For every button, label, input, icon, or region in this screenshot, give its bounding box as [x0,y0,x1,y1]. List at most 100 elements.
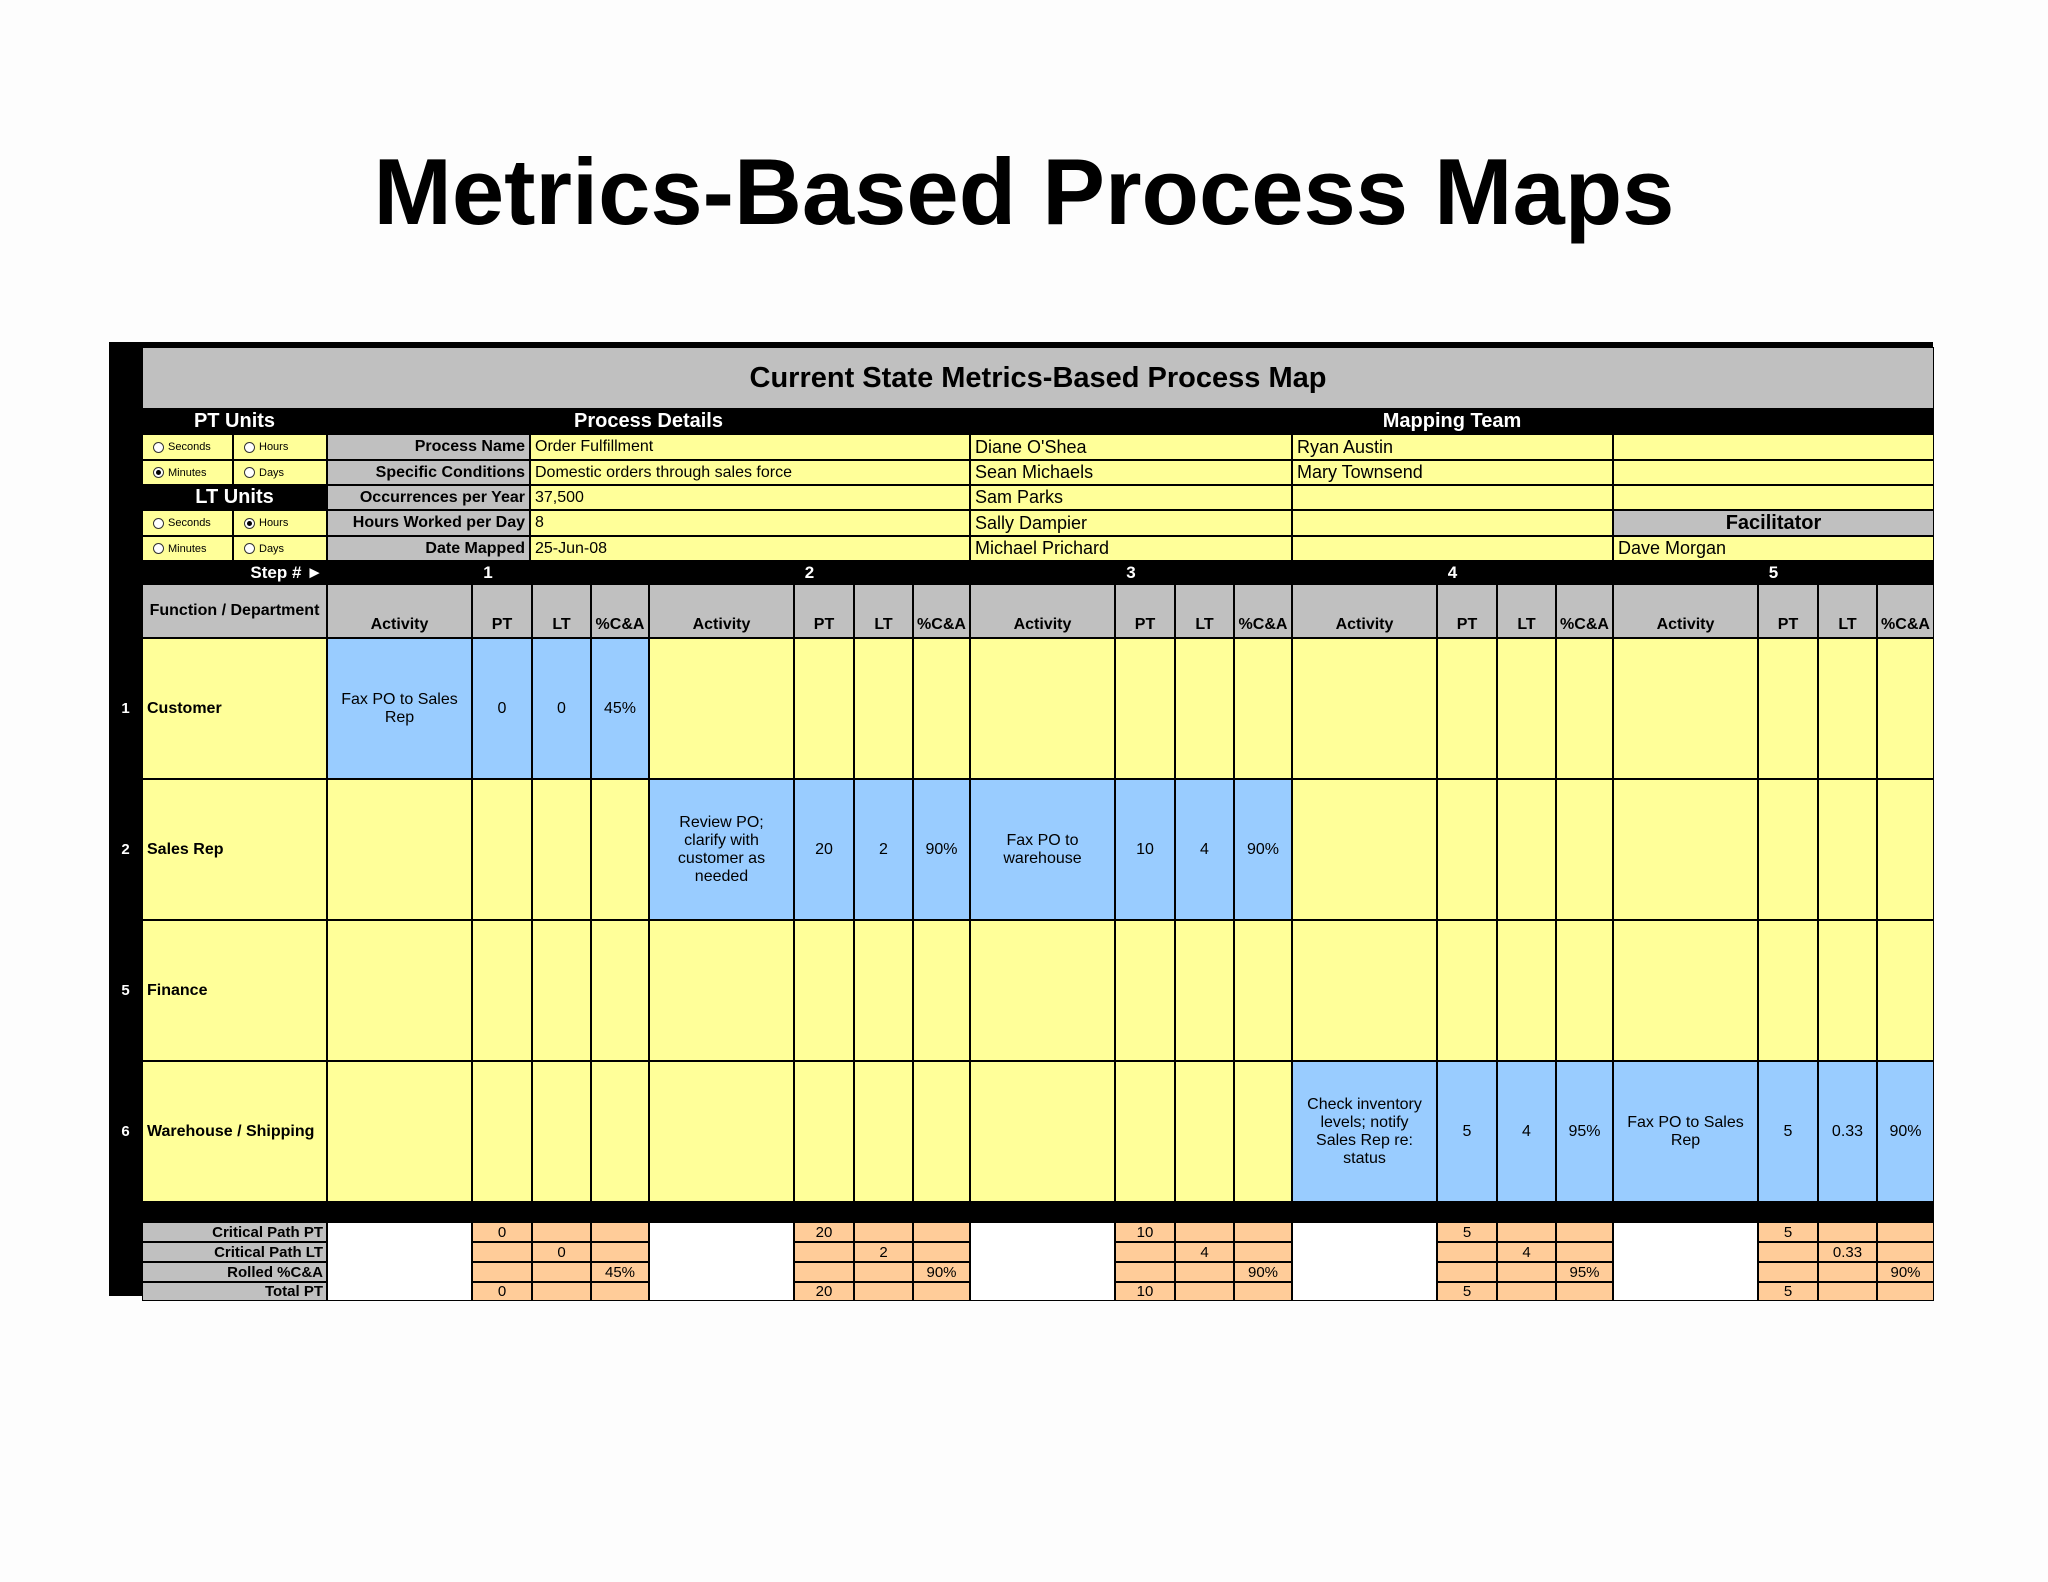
empty-cell[interactable] [1758,638,1818,779]
empty-cell[interactable] [472,779,532,920]
empty-cell[interactable] [1115,920,1175,1061]
empty-cell[interactable] [913,638,970,779]
team-member[interactable]: Diane O'Shea [970,434,1292,460]
empty-cell[interactable] [591,920,649,1061]
lt-cell[interactable]: 4 [1175,779,1234,920]
activity-cell[interactable]: Fax PO to warehouse [970,779,1115,920]
pt-unit-radio-seconds[interactable]: Seconds [142,434,233,460]
empty-cell[interactable] [1758,920,1818,1061]
team-member-empty[interactable] [1613,485,1934,510]
ca-cell[interactable]: 90% [1234,779,1292,920]
activity-cell[interactable]: Review PO; clarify with customer as need… [649,779,794,920]
ca-cell[interactable]: 90% [913,779,970,920]
facilitator-name[interactable]: Dave Morgan [1613,536,1934,561]
empty-cell[interactable] [649,1061,794,1202]
ca-cell[interactable]: 90% [1877,1061,1934,1202]
empty-cell[interactable] [970,1061,1115,1202]
empty-cell[interactable] [1877,638,1934,779]
pt-cell[interactable]: 10 [1115,779,1175,920]
empty-cell[interactable] [1115,638,1175,779]
pt-cell[interactable]: 0 [472,638,532,779]
empty-cell[interactable] [1437,920,1497,1061]
empty-cell[interactable] [591,1061,649,1202]
team-member[interactable]: Michael Prichard [970,536,1292,561]
empty-cell[interactable] [913,1061,970,1202]
team-member-empty[interactable] [1613,460,1934,485]
activity-cell[interactable]: Fax PO to Sales Rep [1613,1061,1758,1202]
empty-cell[interactable] [649,638,794,779]
empty-cell[interactable] [1234,638,1292,779]
empty-cell[interactable] [1497,920,1556,1061]
empty-cell[interactable] [532,1061,591,1202]
empty-cell[interactable] [1234,920,1292,1061]
empty-cell[interactable] [970,920,1115,1061]
team-member[interactable] [1292,510,1613,536]
team-member[interactable]: Ryan Austin [1292,434,1613,460]
empty-cell[interactable] [649,920,794,1061]
empty-cell[interactable] [1613,638,1758,779]
empty-cell[interactable] [1556,638,1613,779]
empty-cell[interactable] [472,1061,532,1202]
lt-unit-radio-days[interactable]: Days [233,536,327,561]
empty-cell[interactable] [854,638,913,779]
lt-cell[interactable]: 2 [854,779,913,920]
empty-cell[interactable] [794,920,854,1061]
empty-cell[interactable] [1115,1061,1175,1202]
empty-cell[interactable] [327,1061,472,1202]
activity-cell[interactable]: Fax PO to Sales Rep [327,638,472,779]
empty-cell[interactable] [1497,638,1556,779]
empty-cell[interactable] [1613,920,1758,1061]
empty-cell[interactable] [1818,638,1877,779]
empty-cell[interactable] [472,920,532,1061]
process-detail-value[interactable]: Order Fulfillment [530,434,970,460]
empty-cell[interactable] [532,779,591,920]
empty-cell[interactable] [532,920,591,1061]
empty-cell[interactable] [913,920,970,1061]
process-detail-value[interactable]: 8 [530,510,970,536]
process-detail-value[interactable]: 37,500 [530,485,970,510]
pt-cell[interactable]: 5 [1758,1061,1818,1202]
empty-cell[interactable] [1175,638,1234,779]
ca-cell[interactable]: 95% [1556,1061,1613,1202]
empty-cell[interactable] [1818,779,1877,920]
lt-cell[interactable]: 0 [532,638,591,779]
pt-cell[interactable]: 20 [794,779,854,920]
lt-cell[interactable]: 4 [1497,1061,1556,1202]
team-member[interactable] [1292,536,1613,561]
empty-cell[interactable] [1556,920,1613,1061]
empty-cell[interactable] [1758,779,1818,920]
empty-cell[interactable] [1175,1061,1234,1202]
empty-cell[interactable] [1292,638,1437,779]
lt-unit-radio-hours[interactable]: Hours [233,510,327,536]
empty-cell[interactable] [1292,779,1437,920]
team-member[interactable]: Sally Dampier [970,510,1292,536]
empty-cell[interactable] [1437,779,1497,920]
empty-cell[interactable] [970,638,1115,779]
team-member[interactable]: Sean Michaels [970,460,1292,485]
lt-unit-radio-minutes[interactable]: Minutes [142,536,233,561]
team-member[interactable]: Sam Parks [970,485,1292,510]
pt-unit-radio-minutes[interactable]: Minutes [142,460,233,485]
process-detail-value[interactable]: 25-Jun-08 [530,536,970,561]
pt-unit-radio-days[interactable]: Days [233,460,327,485]
pt-unit-radio-hours[interactable]: Hours [233,434,327,460]
pt-cell[interactable]: 5 [1437,1061,1497,1202]
empty-cell[interactable] [1497,779,1556,920]
empty-cell[interactable] [854,1061,913,1202]
empty-cell[interactable] [1437,638,1497,779]
empty-cell[interactable] [794,638,854,779]
empty-cell[interactable] [1877,920,1934,1061]
empty-cell[interactable] [1877,779,1934,920]
process-detail-value[interactable]: Domestic orders through sales force [530,460,970,485]
activity-cell[interactable]: Check inventory levels; notify Sales Rep… [1292,1061,1437,1202]
empty-cell[interactable] [1292,920,1437,1061]
empty-cell[interactable] [1234,1061,1292,1202]
empty-cell[interactable] [1818,920,1877,1061]
empty-cell[interactable] [327,920,472,1061]
empty-cell[interactable] [794,1061,854,1202]
empty-cell[interactable] [327,779,472,920]
lt-unit-radio-seconds[interactable]: Seconds [142,510,233,536]
ca-cell[interactable]: 45% [591,638,649,779]
team-member[interactable] [1292,485,1613,510]
team-member[interactable]: Mary Townsend [1292,460,1613,485]
